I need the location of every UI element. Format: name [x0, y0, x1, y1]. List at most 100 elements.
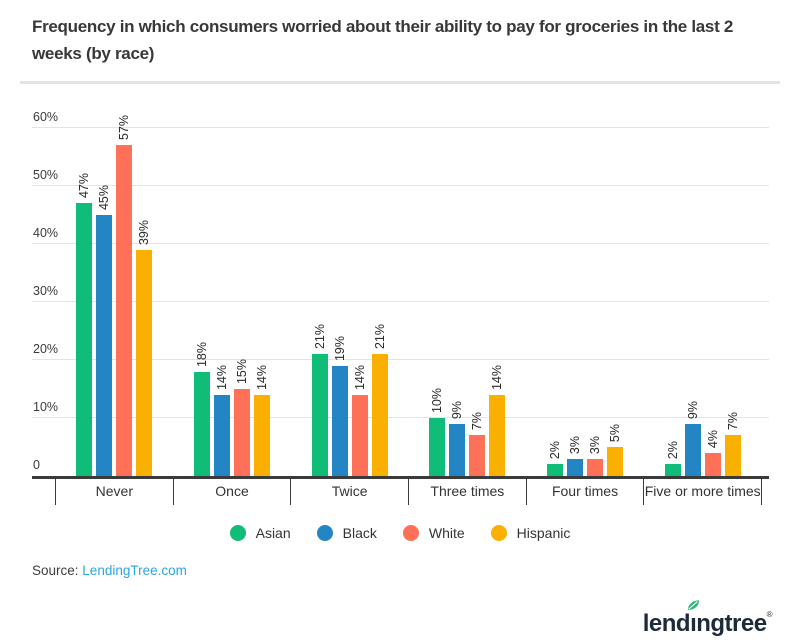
bar-group-three-times: 10% 9% 7% 14% — [408, 128, 526, 476]
bar-black: 9% — [449, 401, 466, 476]
legend-label: White — [428, 525, 465, 541]
bar-value-label: 4% — [706, 429, 721, 448]
x-axis-category-label: Five or more times — [643, 479, 763, 505]
bar-value-label: 9% — [450, 400, 465, 419]
legend-swatch-icon — [316, 525, 333, 541]
bar-value-label: 2% — [666, 441, 681, 460]
bar-value-label: 3% — [568, 435, 583, 454]
gridline — [32, 127, 769, 128]
y-tick-label: 20% — [33, 342, 59, 357]
legend-label: Black — [342, 525, 377, 541]
bar-white: 15% — [233, 359, 250, 476]
bar-value-label: 19% — [332, 335, 347, 361]
bar-value-label: 39% — [136, 219, 151, 245]
x-axis-category-strip: Never Once Twice Three times Four times Five … — [55, 479, 763, 505]
gridline — [32, 301, 769, 302]
legend-swatch-icon — [490, 525, 507, 541]
bar-value-label: 14% — [352, 364, 367, 390]
bar-value-label: 18% — [194, 341, 209, 367]
registered-mark: ® — [766, 610, 773, 619]
chart-title: Frequency in which consumers worried abo… — [32, 17, 734, 63]
bar-black: 3% — [567, 436, 584, 476]
bar-group-four-times: 2% 3% 3% 5% — [526, 128, 644, 476]
legend-label: Hispanic — [516, 525, 571, 541]
bar-value-label: 2% — [548, 441, 563, 460]
bar-value-label: 14% — [254, 364, 269, 390]
bar-group-twice: 21% 19% 14% 21% — [291, 128, 409, 476]
legend-item-white: White — [402, 525, 465, 541]
bar-white: 14% — [351, 365, 368, 476]
bar-black: 14% — [213, 365, 230, 476]
x-axis-category-label: Three times — [408, 479, 526, 505]
bars-container: 47% 45% 57% 39% 18% 14% 15% 14% 21% 19% 14% 21% 10% 9… — [55, 115, 762, 476]
source-line: Source: LendingTree.com — [32, 563, 800, 578]
gridline — [32, 185, 769, 186]
bar-value-label: 7% — [726, 412, 741, 431]
bar-hispanic: 14% — [489, 365, 506, 476]
bar-value-label: 15% — [234, 358, 249, 384]
legend-item-asian: Asian — [229, 525, 291, 541]
bar-hispanic: 39% — [135, 220, 152, 476]
bar-value-label: 9% — [686, 400, 701, 419]
plot-area: 0 10% 20% 30% 40% 50% 60% 47% 45% 57% 39% 18% 14% 15%… — [32, 110, 769, 476]
y-tick-label: 30% — [33, 284, 59, 298]
legend-swatch-icon — [402, 525, 419, 541]
bar-asian: 2% — [547, 441, 564, 476]
bar-white: 3% — [587, 436, 604, 476]
bar-value-label: 10% — [430, 387, 445, 413]
bar-asian: 21% — [311, 324, 328, 476]
bar-value-label: 3% — [588, 435, 603, 454]
bar-asian: 2% — [665, 441, 682, 476]
x-axis-category-label: Four times — [525, 479, 644, 505]
legend-item-hispanic: Hispanic — [490, 525, 571, 541]
bar-asian: 18% — [193, 342, 210, 476]
bar-white: 4% — [705, 430, 722, 476]
title-divider — [20, 81, 780, 84]
gridline — [32, 243, 769, 244]
bar-value-label: 57% — [116, 115, 131, 141]
x-axis: Never Once Twice Three times Four times Five … — [32, 476, 769, 505]
source-link[interactable]: LendingTree.com — [82, 563, 187, 578]
legend: Asian Black White Hispanic — [0, 525, 800, 541]
gridline — [32, 359, 769, 360]
bar-value-label: 7% — [470, 412, 485, 431]
gridline — [32, 417, 769, 418]
y-tick-label: 50% — [33, 168, 59, 182]
bar-value-label: 5% — [608, 423, 623, 442]
legend-item-black: Black — [316, 525, 377, 541]
bar-value-label: 14% — [214, 364, 229, 390]
y-tick-label: 10% — [33, 400, 59, 415]
bar-white: 57% — [115, 115, 132, 476]
bar-group-never: 47% 45% 57% 39% — [55, 115, 173, 476]
bar-hispanic: 21% — [371, 324, 388, 476]
bar-hispanic: 5% — [607, 424, 624, 476]
bar-asian: 47% — [75, 173, 92, 476]
y-tick-label: 0 — [33, 458, 40, 472]
legend-swatch-icon — [229, 525, 246, 541]
bar-black: 19% — [331, 336, 348, 476]
page: Frequency in which consumers worried abo… — [0, 13, 800, 642]
logo-row: lendı ngtree® — [0, 598, 773, 638]
bar-black: 9% — [685, 401, 702, 476]
bar-asian: 10% — [429, 388, 446, 476]
logo-text-pre: lend — [642, 610, 691, 637]
leaf-icon — [687, 600, 700, 610]
legend-label: Asian — [255, 525, 291, 541]
bar-group-five-or-more-times: 2% 9% 4% 7% — [644, 128, 762, 476]
bar-value-label: 45% — [96, 184, 111, 210]
source-label: Source: — [32, 563, 79, 578]
x-axis-category-label: Never — [55, 479, 173, 505]
y-tick-label: 60% — [33, 110, 59, 124]
lendingtree-logo: lendı ngtree® — [642, 598, 773, 638]
bar-hispanic: 14% — [253, 365, 270, 476]
x-axis-category-label: Twice — [290, 479, 408, 505]
logo-text-post: ngtree — [696, 610, 767, 637]
bar-value-label: 21% — [372, 324, 387, 350]
logo-letter-i: ı — [687, 600, 700, 638]
bar-value-label: 14% — [490, 364, 505, 390]
bar-value-label: 21% — [312, 324, 327, 350]
x-axis-category-label: Once — [172, 479, 291, 505]
bar-group-once: 18% 14% 15% 14% — [173, 128, 291, 476]
bar-value-label: 47% — [76, 173, 91, 199]
bar-hispanic: 7% — [725, 412, 742, 476]
